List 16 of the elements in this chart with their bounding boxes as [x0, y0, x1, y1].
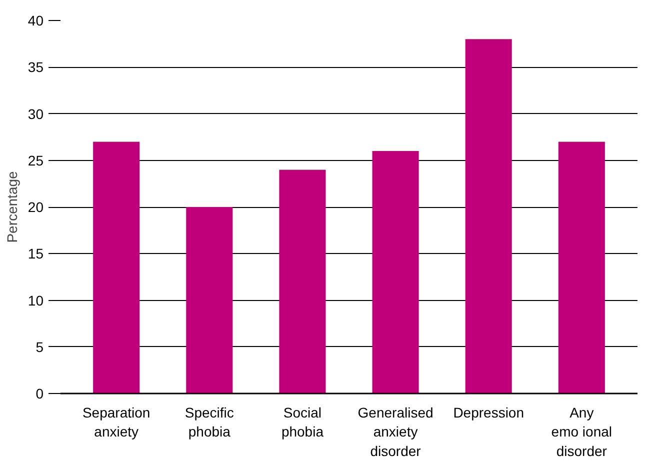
x-tick-label: Any emo ional disorder: [551, 404, 612, 459]
y-tick-label: 35: [28, 59, 44, 76]
x-tick-label: Generalised anxiety disorder: [358, 404, 434, 459]
y-tick-label: 40: [28, 12, 44, 28]
x-tick-label: Specific phobia: [184, 404, 234, 440]
y-tick-label: 20: [28, 199, 44, 215]
y-tick-label: 30: [28, 106, 44, 122]
y-tick-label: 15: [28, 246, 44, 262]
x-tick-label: Depression: [453, 404, 524, 420]
y-tick-label: 10: [28, 292, 44, 308]
y-axis-title: Percentage: [4, 170, 20, 243]
y-tick-label: 0: [36, 386, 44, 402]
x-tick-label: Separation anxiety: [82, 404, 150, 440]
x-tick-label: Social phobia: [281, 404, 324, 440]
y-tick-label: 25: [28, 152, 44, 168]
y-tick-label: 5: [36, 338, 44, 355]
